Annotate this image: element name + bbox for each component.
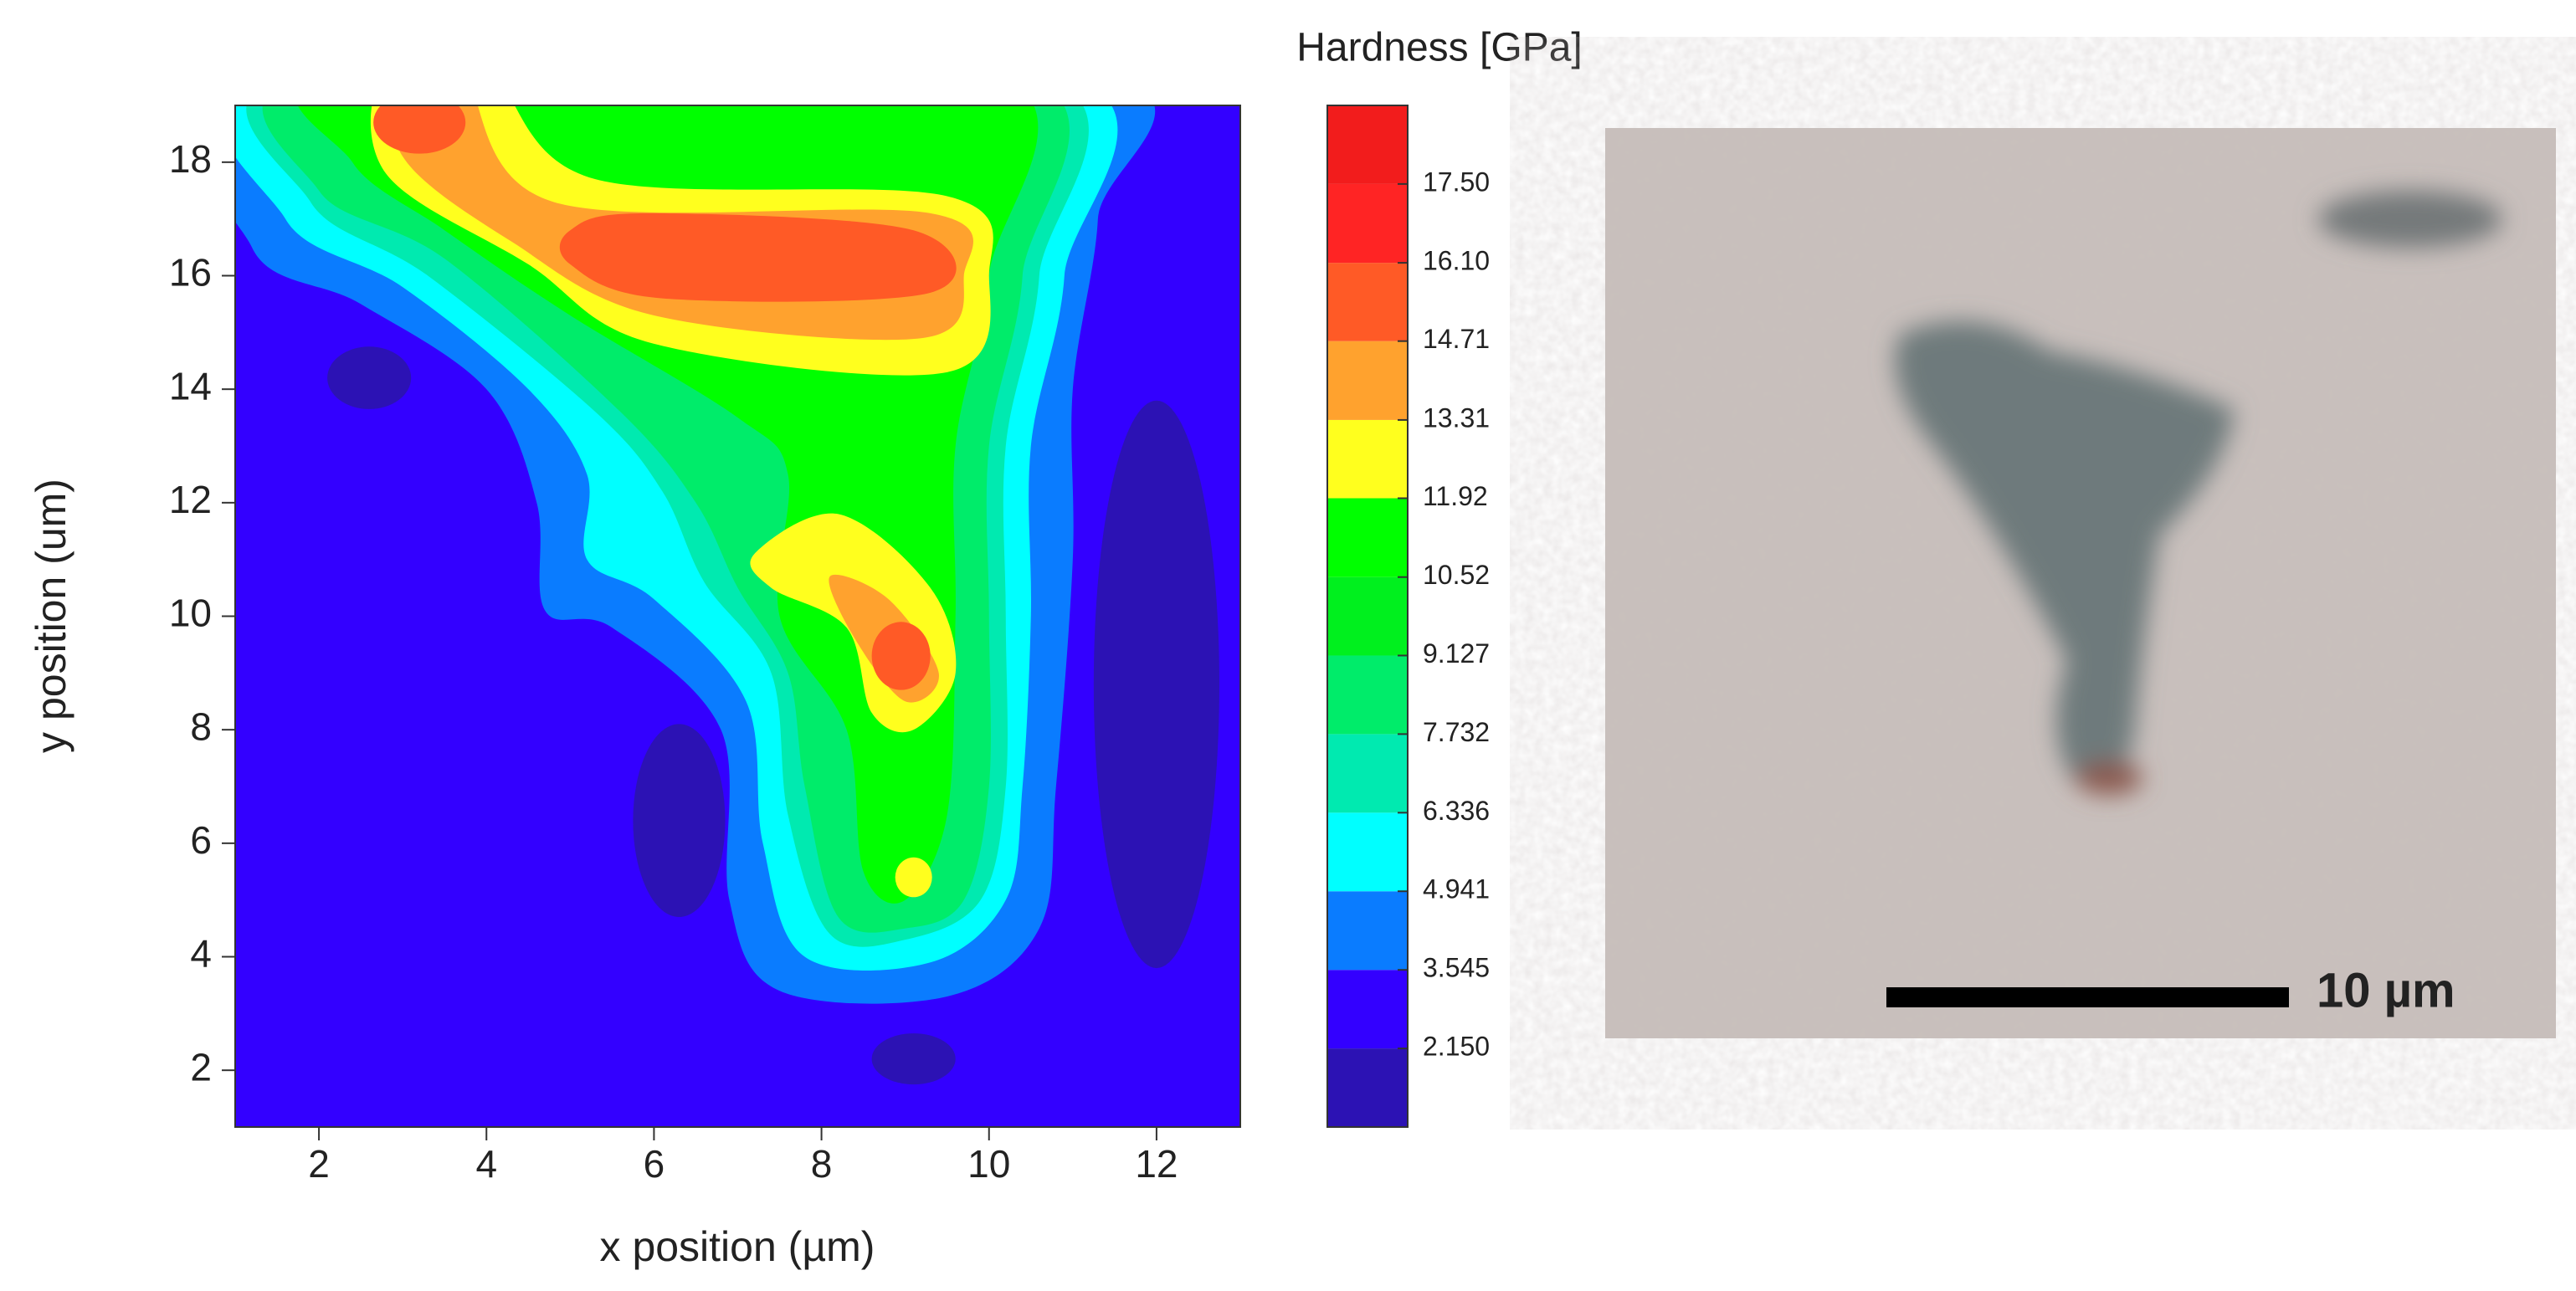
- micrograph: 10 µm: [1605, 128, 2556, 1038]
- y-tick-label: 8: [190, 704, 212, 748]
- colorbar-frame: [1326, 105, 1409, 1128]
- colorbar-tick-label: 3.545: [1423, 953, 1490, 983]
- y-tick-label: 16: [169, 251, 212, 295]
- colorbar-tick-label: 17.50: [1423, 166, 1490, 197]
- colorbar-tick-label: 16.10: [1423, 246, 1490, 276]
- colorbar-tick-label: 6.336: [1423, 796, 1490, 826]
- x-tick-label: 12: [1135, 1142, 1178, 1186]
- indent-mark: [1895, 321, 2235, 783]
- y-axis-title: y position (um): [28, 479, 74, 753]
- colorbar-band: [1327, 891, 1408, 971]
- colorbar-band: [1327, 576, 1408, 656]
- surface-defect: [2076, 761, 2142, 795]
- colorbar-band: [1327, 263, 1408, 341]
- colorbar-tick-label: 7.732: [1423, 717, 1490, 747]
- contour-region: [633, 724, 726, 918]
- x-tick-label: 2: [308, 1142, 330, 1186]
- colorbar-tick-label: 11.92: [1423, 481, 1488, 511]
- colorbar-band: [1327, 1048, 1408, 1127]
- contour-region: [871, 1033, 956, 1085]
- y-tick-label: 14: [169, 364, 212, 407]
- y-tick-label: 6: [190, 818, 212, 862]
- scale-bar: [1886, 987, 2289, 1007]
- x-axis-title: x position (µm): [600, 1223, 875, 1270]
- micrograph-features: [1895, 191, 2502, 795]
- y-tick-label: 18: [169, 137, 212, 181]
- colorbar-band: [1327, 655, 1408, 735]
- colorbar-tick-label: 10.52: [1423, 560, 1490, 590]
- x-tick-label: 4: [475, 1142, 497, 1186]
- scale-bar-label: 10 µm: [2317, 963, 2455, 1017]
- colorbar-band: [1327, 734, 1408, 813]
- colorbar-band: [1327, 498, 1408, 577]
- colorbar-band: [1327, 183, 1408, 264]
- contour-region: [373, 105, 466, 154]
- x-tick-label: 10: [967, 1142, 1010, 1186]
- x-tick-label: 8: [811, 1142, 833, 1186]
- y-tick-label: 12: [169, 478, 212, 521]
- colorbar-tick-label: 14.71: [1423, 324, 1490, 354]
- contour-region: [895, 857, 932, 898]
- colorbar-band: [1327, 419, 1408, 499]
- contour-region: [871, 622, 931, 690]
- colorbar-band: [1327, 970, 1408, 1049]
- x-tick-label: 6: [644, 1142, 665, 1186]
- colorbar-tick-label: 9.127: [1423, 638, 1490, 669]
- contour-plot: [235, 105, 1240, 1127]
- colorbar-band: [1327, 812, 1408, 892]
- y-tick-label: 4: [190, 932, 212, 976]
- y-tick-label: 10: [169, 592, 212, 635]
- colorbar-tick-label: 4.941: [1423, 874, 1490, 904]
- colorbar-tick-label: 2.150: [1423, 1032, 1490, 1062]
- contour-region: [559, 213, 957, 302]
- y-tick-label: 2: [190, 1045, 212, 1089]
- contour-region: [1093, 400, 1219, 969]
- colorbar-band: [1327, 341, 1408, 420]
- colorbar-title: Hardness [GPa]: [1296, 26, 1582, 70]
- surface-defect: [2318, 191, 2502, 248]
- colorbar-band: [1327, 105, 1408, 184]
- colorbar: 2.150 3.545 4.941 6.336 7.732 9.127 10.52 11.92…: [1326, 105, 1490, 1128]
- colorbar-tick-label: 13.31: [1423, 402, 1490, 433]
- contour-region: [327, 346, 412, 409]
